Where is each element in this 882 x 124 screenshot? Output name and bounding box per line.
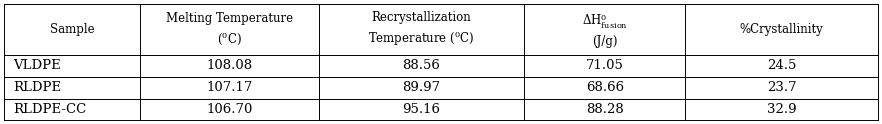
Text: 108.08: 108.08 [206,59,252,72]
Text: Sample: Sample [49,23,94,36]
Text: 23.7: 23.7 [766,81,796,94]
Text: %Crystallinity: %Crystallinity [740,23,824,36]
Text: RLDPE: RLDPE [13,81,61,94]
Text: 89.97: 89.97 [402,81,440,94]
Text: 106.70: 106.70 [206,103,252,116]
Text: 24.5: 24.5 [766,59,796,72]
Text: 95.16: 95.16 [402,103,440,116]
Text: VLDPE: VLDPE [13,59,61,72]
Text: 107.17: 107.17 [206,81,252,94]
Text: Melting Temperature
$\mathregular{(^0C)}$: Melting Temperature $\mathregular{(^0C)}… [166,12,293,47]
Text: 88.28: 88.28 [586,103,624,116]
Text: $\mathregular{\Delta H^0_{fusion}}$
(J/g): $\mathregular{\Delta H^0_{fusion}}$ (J/g… [582,11,628,48]
Text: 71.05: 71.05 [586,59,624,72]
Text: RLDPE-CC: RLDPE-CC [13,103,86,116]
Text: 32.9: 32.9 [766,103,796,116]
Text: 88.56: 88.56 [402,59,440,72]
Text: Recrystallization
Temperature $\mathregular{(^0C)}$: Recrystallization Temperature $\mathregu… [368,11,475,48]
Text: 68.66: 68.66 [586,81,624,94]
